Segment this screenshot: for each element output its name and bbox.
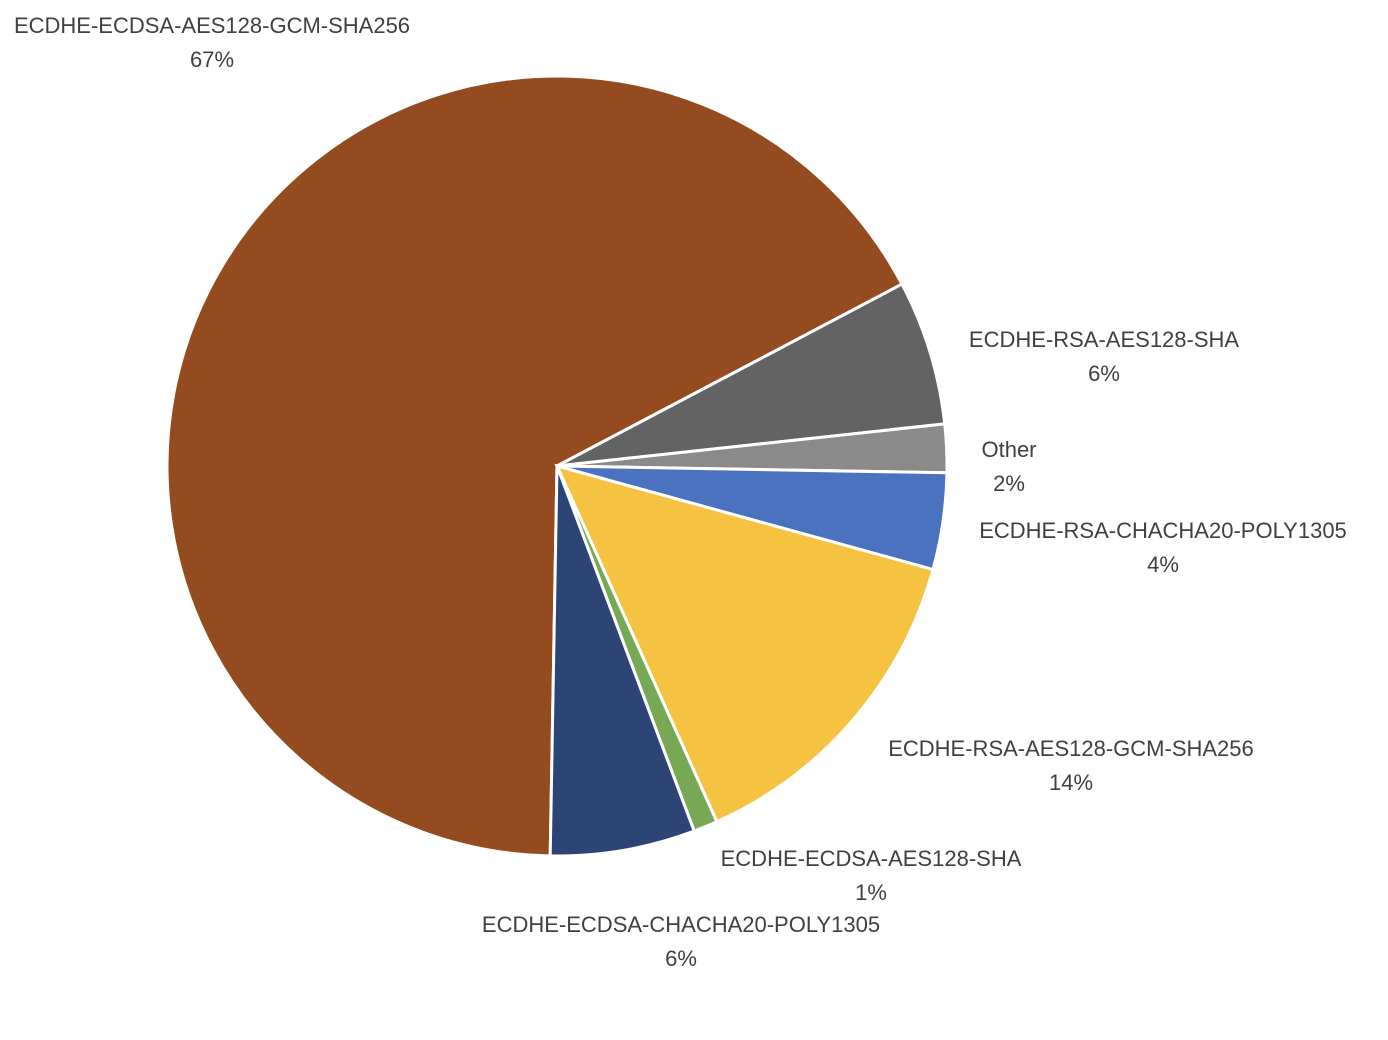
slice-label: ECDHE-ECDSA-AES128-GCM-SHA256: [14, 13, 410, 38]
pie-slice: [556, 282, 947, 468]
slice-label: ECDHE-RSA-AES128-SHA: [969, 327, 1240, 352]
pie-slice: [165, 74, 905, 858]
slice-label: ECDHE-RSA-CHACHA20-POLY1305: [979, 518, 1347, 543]
slice-value: 6%: [665, 946, 697, 971]
slice-label: Other: [981, 437, 1036, 462]
slice-value: 14%: [1049, 770, 1093, 795]
slice-value: 1%: [855, 880, 887, 905]
slice-value: 67%: [190, 47, 234, 72]
slice-value: 6%: [1088, 361, 1120, 386]
slice-label: ECDHE-ECDSA-AES128-SHA: [721, 846, 1022, 871]
pie-slice: [548, 465, 697, 858]
pie-slice: [554, 463, 935, 824]
slice-label: ECDHE-RSA-AES128-GCM-SHA256: [888, 736, 1254, 761]
slice-label: ECDHE-ECDSA-CHACHA20-POLY1305: [482, 912, 880, 937]
slice-value: 2%: [993, 471, 1025, 496]
slice-value: 4%: [1147, 552, 1179, 577]
